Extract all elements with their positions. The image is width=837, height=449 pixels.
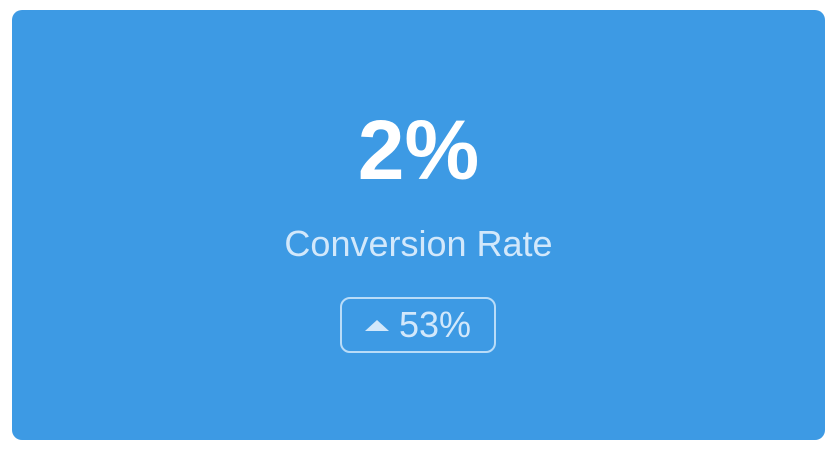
metric-value: 2% xyxy=(357,103,480,197)
triangle-up-icon xyxy=(364,319,389,331)
metric-label: Conversion Rate xyxy=(284,223,553,264)
change-value: 53% xyxy=(398,304,472,345)
change-badge: 53% xyxy=(340,297,496,353)
metric-card: 2% Conversion Rate 53% xyxy=(12,10,825,440)
